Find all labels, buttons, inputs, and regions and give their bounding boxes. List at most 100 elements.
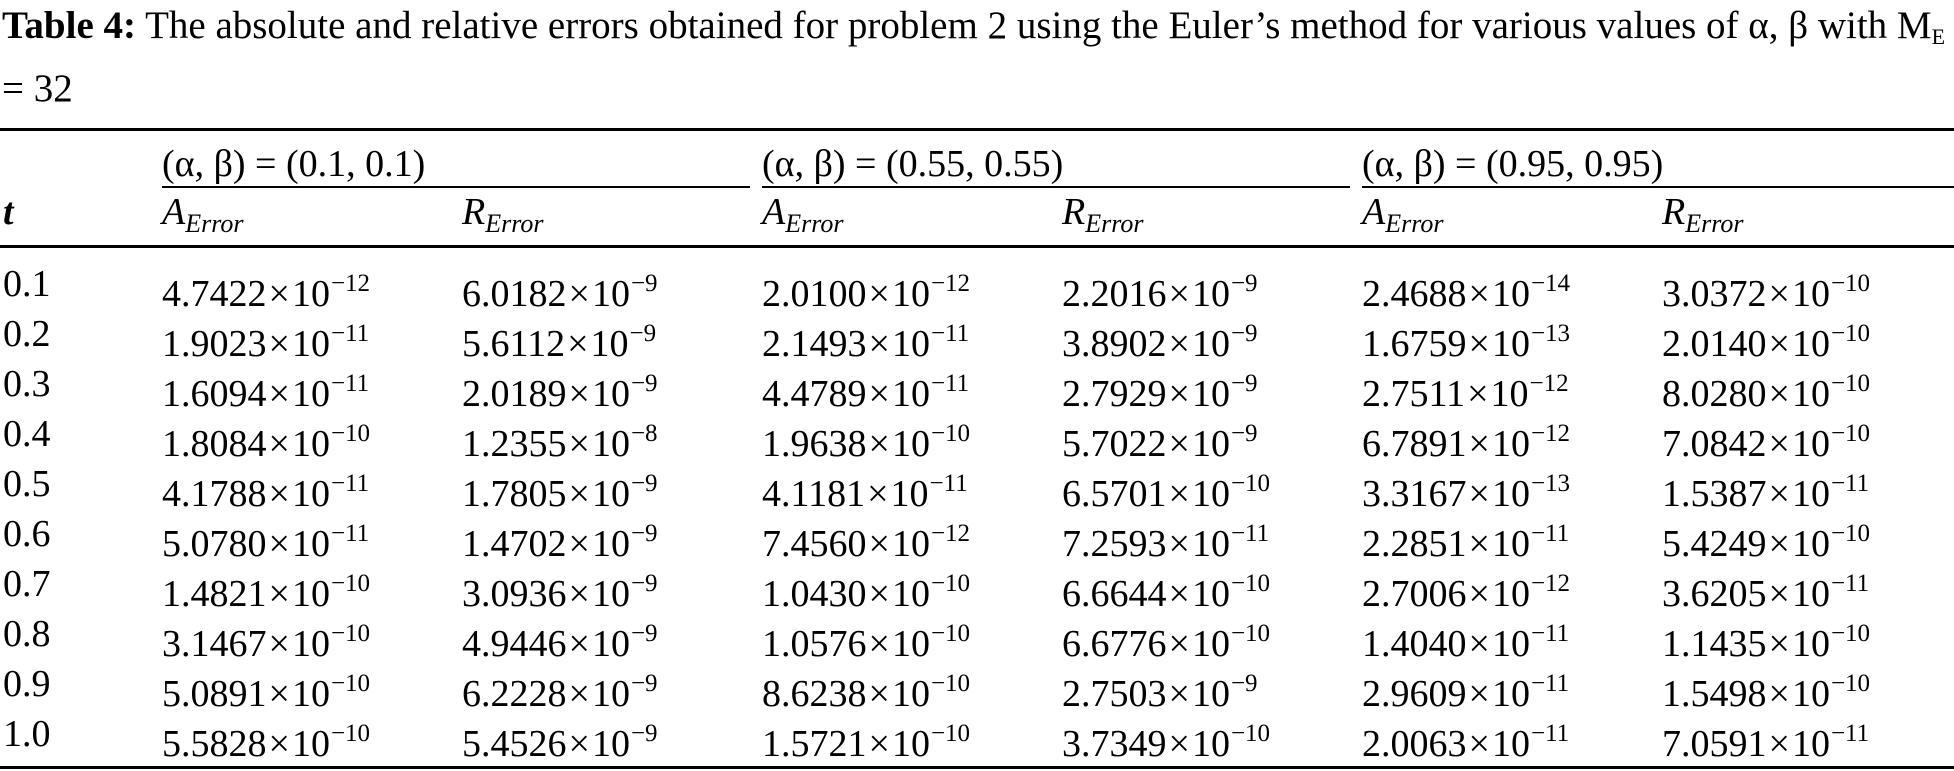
mantissa: 2.0140 bbox=[1662, 323, 1767, 365]
table-cell: 5.7022×10−9 bbox=[1062, 412, 1258, 466]
times-sign: × bbox=[1168, 373, 1190, 415]
column-header-main: A bbox=[762, 191, 786, 233]
times-sign: × bbox=[268, 473, 290, 515]
table-cell: 1.2355×10−8 bbox=[462, 412, 658, 466]
exponent: −9 bbox=[630, 520, 658, 547]
table-cell: 3.0372×10−10 bbox=[1662, 262, 1870, 316]
times-sign: × bbox=[268, 423, 290, 465]
times-sign: × bbox=[1768, 523, 1790, 565]
times-sign: × bbox=[1168, 473, 1190, 515]
table-cell: 2.1493×10−11 bbox=[762, 312, 969, 366]
exponent: −11 bbox=[930, 320, 970, 347]
mantissa: 4.4789 bbox=[762, 373, 867, 415]
times-sign: × bbox=[1168, 623, 1190, 665]
table-cell: 3.7349×10−10 bbox=[1062, 712, 1270, 766]
table-cell: 1.6759×10−13 bbox=[1362, 312, 1570, 366]
mantissa: 8.0280 bbox=[1662, 373, 1767, 415]
exponent: −11 bbox=[1530, 520, 1570, 547]
row-t-value: 0.4 bbox=[3, 413, 51, 455]
group-rule bbox=[762, 186, 1350, 188]
base: 10 bbox=[891, 573, 930, 615]
mantissa: 1.8084 bbox=[162, 423, 267, 465]
exponent: −8 bbox=[630, 420, 658, 447]
table-cell: 2.2851×10−11 bbox=[1362, 512, 1569, 566]
table-cell: 2.9609×10−11 bbox=[1362, 662, 1569, 716]
mantissa: 2.0100 bbox=[762, 273, 867, 315]
column-header-main: R bbox=[1662, 191, 1686, 233]
top-rule bbox=[0, 128, 1954, 131]
base: 10 bbox=[891, 723, 930, 765]
mantissa: 1.5498 bbox=[1662, 673, 1767, 715]
base: 10 bbox=[1791, 473, 1830, 515]
column-header: AError bbox=[1362, 190, 1444, 246]
times-sign: × bbox=[568, 523, 590, 565]
row-t-value: 0.3 bbox=[3, 363, 51, 405]
times-sign: × bbox=[868, 573, 890, 615]
base: 10 bbox=[291, 423, 330, 465]
table-cell: 1.5498×10−10 bbox=[1662, 662, 1870, 716]
exponent: −10 bbox=[930, 670, 971, 697]
exponent: −12 bbox=[1530, 420, 1571, 447]
exponent: −14 bbox=[1530, 270, 1571, 297]
exponent: −10 bbox=[330, 620, 371, 647]
row-t-value: 0.9 bbox=[3, 663, 51, 705]
exponent: −10 bbox=[930, 720, 971, 747]
base: 10 bbox=[891, 623, 930, 665]
base: 10 bbox=[1191, 323, 1230, 365]
base: 10 bbox=[291, 373, 330, 415]
times-sign: × bbox=[1768, 423, 1790, 465]
times-sign: × bbox=[268, 673, 290, 715]
table-cell: 5.4249×10−10 bbox=[1662, 512, 1870, 566]
base: 10 bbox=[591, 423, 630, 465]
table-cell: 3.8902×10−9 bbox=[1062, 312, 1258, 366]
exponent: −9 bbox=[630, 620, 658, 647]
mantissa: 2.7929 bbox=[1062, 373, 1167, 415]
exponent: −10 bbox=[1230, 720, 1271, 747]
table-caption: Table 4: The absolute and relative error… bbox=[2, 0, 1952, 115]
base: 10 bbox=[1191, 623, 1230, 665]
column-header: RError bbox=[1662, 190, 1744, 246]
times-sign: × bbox=[568, 673, 590, 715]
mantissa: 1.6759 bbox=[1362, 323, 1467, 365]
mantissa: 5.6112 bbox=[462, 323, 566, 365]
exponent: −10 bbox=[1230, 570, 1271, 597]
table-cell: 2.7503×10−9 bbox=[1062, 662, 1258, 716]
times-sign: × bbox=[268, 273, 290, 315]
mantissa: 3.0936 bbox=[462, 573, 567, 615]
bottom-rule bbox=[0, 766, 1954, 769]
base: 10 bbox=[1191, 723, 1230, 765]
base: 10 bbox=[591, 473, 630, 515]
mantissa: 1.0576 bbox=[762, 623, 867, 665]
times-sign: × bbox=[1468, 273, 1490, 315]
row-t-value: 0.5 bbox=[3, 463, 51, 505]
mantissa: 2.0063 bbox=[1362, 723, 1467, 765]
table-cell: 2.0100×10−12 bbox=[762, 262, 970, 316]
times-sign: × bbox=[568, 273, 590, 315]
times-sign: × bbox=[867, 473, 889, 515]
mantissa: 5.4249 bbox=[1662, 523, 1767, 565]
times-sign: × bbox=[1168, 323, 1190, 365]
row-t-value: 0.8 bbox=[3, 613, 51, 655]
mantissa: 3.3167 bbox=[1362, 473, 1467, 515]
base: 10 bbox=[291, 523, 330, 565]
base: 10 bbox=[1191, 423, 1230, 465]
table-cell: 6.6776×10−10 bbox=[1062, 612, 1270, 666]
mantissa: 1.1435 bbox=[1662, 623, 1767, 665]
mantissa: 2.7511 bbox=[1362, 373, 1466, 415]
times-sign: × bbox=[268, 573, 290, 615]
table-cell: 1.5721×10−10 bbox=[762, 712, 970, 766]
base: 10 bbox=[1791, 373, 1830, 415]
mantissa: 3.7349 bbox=[1062, 723, 1167, 765]
base: 10 bbox=[291, 723, 330, 765]
table-cell: 1.8084×10−10 bbox=[162, 412, 370, 466]
times-sign: × bbox=[868, 323, 890, 365]
table-cell: 2.7929×10−9 bbox=[1062, 362, 1258, 416]
times-sign: × bbox=[1468, 723, 1490, 765]
exponent: −9 bbox=[630, 270, 658, 297]
times-sign: × bbox=[1468, 673, 1490, 715]
base: 10 bbox=[590, 323, 629, 365]
table-cell: 1.5387×10−11 bbox=[1662, 462, 1869, 516]
table-cell: 3.6205×10−11 bbox=[1662, 562, 1869, 616]
mantissa: 3.8902 bbox=[1062, 323, 1167, 365]
table-cell: 8.0280×10−10 bbox=[1662, 362, 1870, 416]
